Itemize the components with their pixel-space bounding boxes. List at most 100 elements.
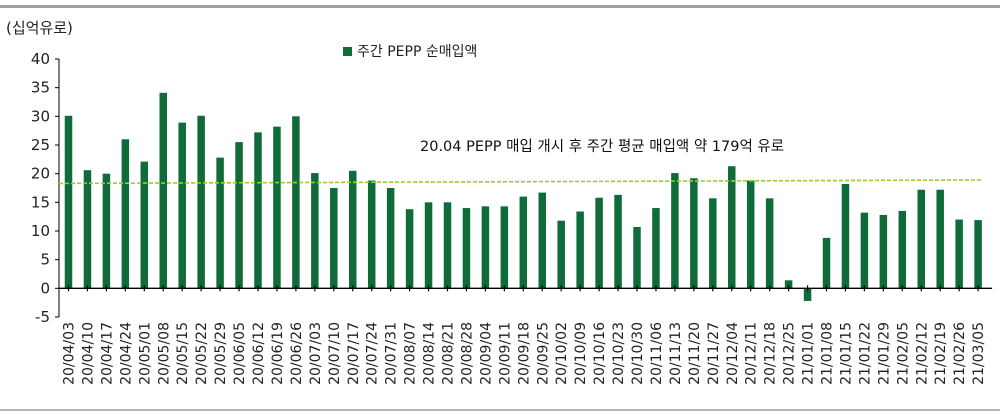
x-tick-label: 20/09/18 <box>516 322 532 385</box>
bar <box>538 192 546 289</box>
x-tick-label: 20/08/07 <box>403 322 419 385</box>
bar <box>576 211 584 289</box>
bar <box>500 206 509 289</box>
x-tick-label: 20/06/26 <box>289 322 305 385</box>
bar <box>140 161 149 289</box>
x-tick-label: 20/10/30 <box>630 322 646 385</box>
y-tick-label: 25 <box>31 136 50 154</box>
x-tick-label: 21/01/22 <box>857 322 873 385</box>
bar <box>216 157 224 289</box>
bar <box>898 210 907 289</box>
x-tick-label: 20/04/10 <box>80 322 96 385</box>
bar <box>671 173 679 289</box>
bar <box>822 237 831 289</box>
x-tick-label: 21/02/12 <box>914 322 930 385</box>
x-tick-label: 20/04/17 <box>99 322 115 385</box>
x-tick-label: 20/09/25 <box>535 322 551 385</box>
x-tick-label: 20/05/22 <box>194 322 210 385</box>
x-tick-label: 20/10/23 <box>611 322 627 385</box>
bar <box>197 115 205 289</box>
x-tick-label: 21/03/05 <box>971 322 987 385</box>
bar <box>292 116 300 289</box>
y-tick-label: 30 <box>31 107 50 125</box>
bar <box>879 214 888 289</box>
x-tick-label: 20/11/27 <box>706 322 722 385</box>
bar <box>481 206 490 289</box>
bar <box>235 142 243 289</box>
x-tick-label: 21/02/05 <box>895 322 911 385</box>
bar <box>784 280 793 289</box>
average-annotation: 20.04 PEPP 매입 개시 후 주간 평균 매입액 약 179억 유로 <box>420 139 785 155</box>
x-tick-label: 20/11/20 <box>687 322 703 385</box>
x-tick-label: 20/05/15 <box>175 322 191 385</box>
x-tick-label: 20/11/13 <box>668 322 684 385</box>
x-tick-label: 20/08/21 <box>441 322 457 385</box>
x-tick-label: 20/08/14 <box>422 322 438 385</box>
bar <box>595 197 603 289</box>
bar <box>841 183 850 289</box>
x-tick-label: 20/05/29 <box>213 322 229 385</box>
bar <box>614 194 622 289</box>
bar <box>121 139 130 289</box>
x-tick-label: 20/07/03 <box>308 322 324 385</box>
y-tick-label: -5 <box>35 308 50 326</box>
y-tick-label: 5 <box>40 251 50 269</box>
bar <box>519 196 528 289</box>
x-tick-label: 20/07/10 <box>327 322 343 385</box>
x-tick-label: 21/01/29 <box>876 322 892 385</box>
y-tick-label: 20 <box>31 165 50 183</box>
x-tick-label: 21/01/15 <box>838 322 854 385</box>
legend-swatch <box>343 46 352 56</box>
bar <box>557 220 565 289</box>
bar <box>159 92 167 289</box>
y-tick-label: 35 <box>31 79 50 97</box>
bar <box>955 219 963 289</box>
x-tick-label: 20/05/01 <box>137 322 153 385</box>
x-tick-label: 21/02/26 <box>952 322 968 385</box>
x-tick-label: 20/10/16 <box>592 322 608 385</box>
x-tick-label: 20/10/09 <box>573 322 589 385</box>
x-tick-label: 20/08/28 <box>459 322 475 385</box>
bar <box>102 173 111 289</box>
x-tick-label: 21/01/01 <box>801 322 817 385</box>
x-tick-label: 20/11/06 <box>649 322 665 385</box>
x-tick-label: 20/04/24 <box>118 322 134 385</box>
bar <box>367 180 376 289</box>
bar <box>709 198 717 289</box>
bar <box>386 188 395 289</box>
legend: 주간 PEPP 순매입액 <box>343 41 477 61</box>
y-tick-label: 40 <box>31 50 50 68</box>
x-tick-label: 21/02/19 <box>933 322 949 385</box>
bar <box>803 288 812 301</box>
bar <box>273 126 281 289</box>
bar <box>311 173 319 289</box>
bar <box>860 212 869 289</box>
bar <box>462 208 471 289</box>
bar <box>728 166 736 289</box>
y-tick-label: 15 <box>31 193 50 211</box>
x-tick-label: 20/07/31 <box>384 322 400 385</box>
x-tick-label: 20/09/11 <box>497 322 513 385</box>
top-rule <box>0 5 1000 8</box>
x-tick-label: 20/12/04 <box>725 322 741 385</box>
bar <box>443 202 452 289</box>
bar <box>974 220 982 289</box>
bar <box>405 209 414 289</box>
bar <box>178 122 186 289</box>
x-tick-label: 20/10/02 <box>554 322 570 385</box>
bar <box>64 115 73 289</box>
x-tick-label: 20/05/08 <box>156 322 172 385</box>
bar <box>633 226 641 289</box>
bar <box>424 202 433 289</box>
bar <box>765 198 774 289</box>
bar <box>330 188 338 289</box>
x-tick-label: 20/07/24 <box>365 322 381 385</box>
bar <box>254 132 262 289</box>
legend-label: 주간 PEPP 순매입액 <box>357 44 478 60</box>
average-line <box>58 179 983 185</box>
x-tick-label: 20/09/04 <box>478 322 494 385</box>
x-tick-label: 21/01/08 <box>820 322 836 385</box>
bar <box>917 189 925 289</box>
